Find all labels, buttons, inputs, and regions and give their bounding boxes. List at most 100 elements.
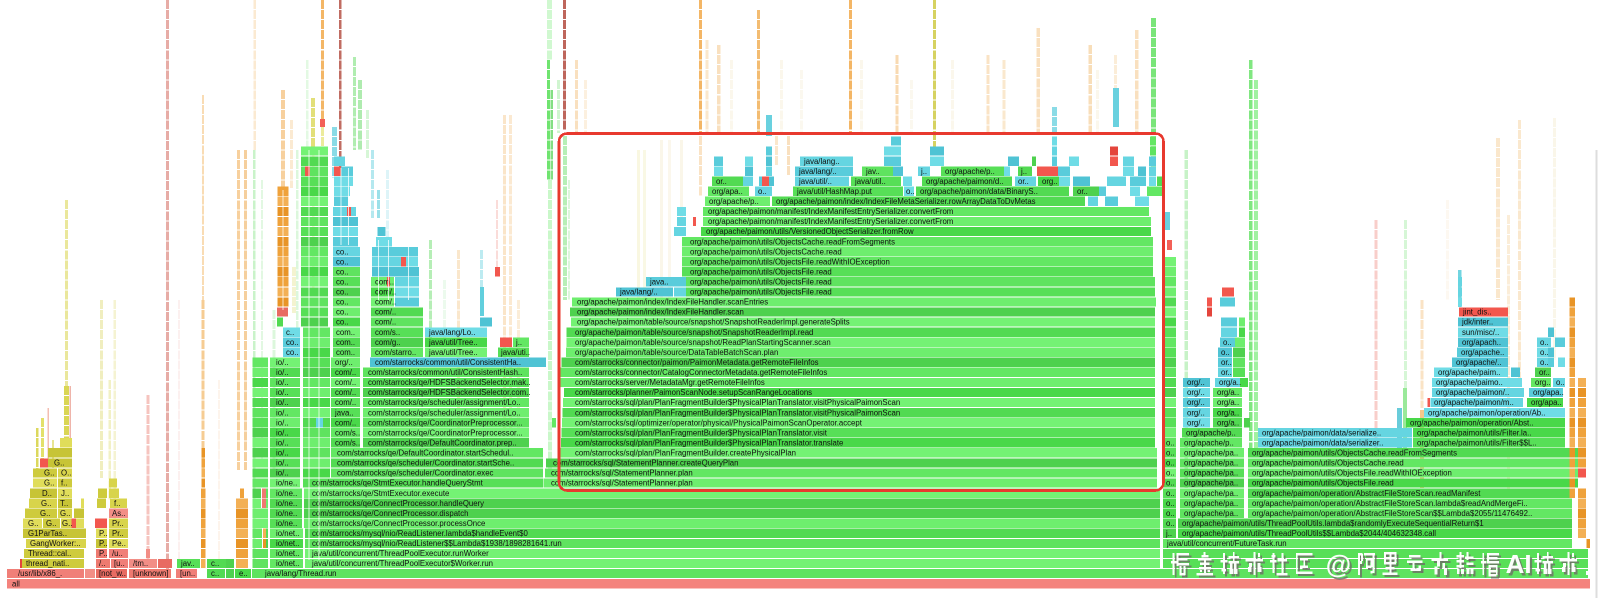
svg-text:org/apache/pa..: org/apache/pa..	[1184, 479, 1238, 488]
svg-text:io/..: io/..	[276, 428, 289, 437]
svg-text:org/apache/paim..: org/apache/paim..	[1438, 368, 1500, 377]
svg-text:java/util/concurrent/ThreadPoo: java/util/concurrent/ThreadPoolExecutor.…	[311, 549, 489, 558]
svg-text:com/starrocks/connector/paimon: com/starrocks/connector/paimon/PaimonMet…	[575, 358, 819, 367]
svg-text:java/util/..: java/util/..	[798, 177, 832, 186]
svg-text:/tm..: /tm..	[133, 559, 148, 568]
svg-text:com/g..: com/g..	[375, 338, 401, 347]
svg-text:org/apache/paimon/operation/Ab: org/apache/paimon/operation/AbstractFile…	[1252, 489, 1481, 498]
svg-text:io/ne..: io/ne..	[276, 499, 297, 508]
svg-text:org/a..: org/a..	[1217, 388, 1239, 397]
svg-text:com/starrocks/qe/scheduler/Coo: com/starrocks/qe/scheduler/Coordinator.e…	[337, 469, 494, 478]
svg-text:java/lang/Thread.run: java/lang/Thread.run	[264, 569, 337, 578]
svg-text:GangWorker:..: GangWorker:..	[30, 539, 81, 548]
svg-text:org/apach..: org/apach..	[1462, 338, 1501, 347]
svg-text:Pe..: Pe..	[112, 539, 126, 548]
svg-text:j..: j..	[1020, 167, 1027, 176]
svg-text:org/apache/paimon/operation/Ab: org/apache/paimon/operation/Abst..	[1410, 418, 1534, 427]
svg-text:jav..: jav..	[180, 559, 195, 568]
svg-text:org/apa..: org/apa..	[712, 187, 743, 196]
svg-text:co..: co..	[336, 298, 349, 307]
svg-text:java/lang..: java/lang..	[803, 157, 840, 166]
svg-text:co..: co..	[336, 257, 349, 266]
svg-text:org/apache/pa..: org/apache/pa..	[1184, 489, 1238, 498]
svg-text:org/a..: org/a..	[1217, 408, 1239, 417]
svg-text:As..: As..	[112, 509, 125, 518]
svg-text:D..: D..	[42, 489, 52, 498]
svg-text:o..: o..	[1166, 519, 1175, 528]
svg-text:org/apache/paimon/utils/Filter: org/apache/paimon/utils/Filter.la..	[1417, 428, 1531, 437]
svg-text:org/a..: org/a..	[1217, 418, 1239, 427]
svg-text:AI: AI	[1508, 551, 1534, 581]
svg-text:co..: co..	[336, 267, 349, 276]
svg-text:com/starrocks/qe/scheduler/ass: com/starrocks/qe/scheduler/assignment/Lo…	[368, 398, 521, 407]
svg-text:sun/misc/..: sun/misc/..	[1462, 328, 1499, 337]
svg-text:G..: G..	[40, 509, 50, 518]
svg-text:G..: G..	[44, 479, 54, 488]
svg-text:all: all	[12, 579, 20, 588]
svg-text:com/starrocks/common/util/Cons: com/starrocks/common/util/ConsistentHa..	[375, 358, 521, 367]
svg-text:com/starrocks/sql/plan/PlanFra: com/starrocks/sql/plan/PlanFragmentBuild…	[575, 428, 828, 437]
svg-text:P..: P..	[99, 529, 108, 538]
svg-text:co..: co..	[286, 348, 299, 357]
svg-text:io/..: io/..	[276, 398, 289, 407]
svg-text:co..: co..	[336, 247, 349, 256]
svg-text:G..: G..	[44, 469, 54, 478]
svg-text:org/apache/paimon/m..: org/apache/paimon/m..	[1434, 398, 1514, 407]
svg-text:org/apache/paimon/table/source: org/apache/paimon/table/source/snapshot/…	[575, 338, 831, 347]
svg-text:com/starrocks/sql/plan/PlanFra: com/starrocks/sql/plan/PlanFragmentBuild…	[575, 408, 900, 417]
svg-text:com/starrocks/sql/StatementPla: com/starrocks/sql/StatementPlanner.plan	[551, 479, 693, 488]
svg-text:org/apa..: org/apa..	[1531, 398, 1562, 407]
svg-text:org/apache/..: org/apache/..	[1456, 358, 1502, 367]
svg-text:P..: P..	[99, 549, 108, 558]
svg-text:org/apache/paimon/utils/Thread: org/apache/paimon/utils/ThreadPoolUtils.…	[1182, 519, 1484, 528]
svg-text:org/apache/paimon/index/IndexF: org/apache/paimon/index/IndexFileHandler…	[577, 298, 768, 307]
svg-text:org/apache/p..: org/apache/p..	[1186, 428, 1236, 437]
svg-text:java/util/Tree..: java/util/Tree..	[428, 338, 478, 347]
svg-text:org/a..: org/a..	[1217, 398, 1239, 407]
svg-text:com/starrocks/qe/HDFSBackendSe: com/starrocks/qe/HDFSBackendSelector.com…	[368, 388, 531, 397]
svg-text:java/lang/..: java/lang/..	[798, 167, 837, 176]
svg-text:java/uti..: java/uti..	[500, 348, 530, 357]
svg-text:G..: G..	[28, 519, 38, 528]
svg-text:jint_dis..: jint_dis..	[1462, 308, 1492, 317]
svg-text:o..: o..	[1221, 348, 1230, 357]
svg-text:com/..: com/..	[375, 298, 396, 307]
svg-text:org/apache/paimon/table/source: org/apache/paimon/table/source/DataTable…	[575, 348, 778, 357]
svg-text:io/net..: io/net..	[276, 539, 299, 548]
svg-text:com/starrocks/sql/StatementPla: com/starrocks/sql/StatementPlanner.creat…	[553, 459, 738, 468]
svg-text:org/apache/paimon/utils/Thread: org/apache/paimon/utils/ThreadPoolUtils$…	[1182, 529, 1436, 538]
svg-text:org/apache/paimon/d..: org/apache/paimon/d..	[926, 177, 1004, 186]
svg-text:o..: o..	[1540, 358, 1549, 367]
svg-text:co..: co..	[336, 308, 349, 317]
svg-text:org/apache/paimo..: org/apache/paimo..	[1436, 378, 1503, 387]
svg-text:org/apache/paimon/index/IndexF: org/apache/paimon/index/IndexFileMetaSer…	[776, 197, 1036, 206]
svg-text:org/apache/paimon/utils/Object: org/apache/paimon/utils/ObjectsCache.rea…	[1252, 449, 1457, 458]
svg-text:io/..: io/..	[276, 418, 289, 427]
svg-text:o..: o..	[1556, 378, 1565, 387]
svg-text:java..: java..	[649, 278, 669, 287]
svg-text:co..: co..	[336, 318, 349, 327]
svg-text:org/apache/paimon/utils/Versio: org/apache/paimon/utils/VersionedObjectS…	[706, 227, 914, 236]
svg-text:o..: o..	[1540, 338, 1549, 347]
svg-text:com..: com..	[336, 348, 355, 357]
svg-text:[u..: [u..	[114, 559, 125, 568]
svg-text:com/starrocks/sql/plan/PlanFra: com/starrocks/sql/plan/PlanFragmentBuild…	[575, 449, 796, 458]
svg-text:org/apache/paimon/table/source: org/apache/paimon/table/source/snapshot/…	[575, 328, 813, 337]
svg-text:o..: o..	[1166, 479, 1175, 488]
svg-text:G..: G..	[54, 459, 64, 468]
svg-text:org/apache/pa..: org/apache/pa..	[1184, 499, 1238, 508]
svg-text:com/s..: com/s..	[335, 428, 360, 437]
svg-text:org..: org..	[1535, 378, 1551, 387]
svg-text:o..: o..	[758, 187, 767, 196]
svg-text:T..: T..	[60, 499, 68, 508]
svg-text:org/apache/paimon/index/IndexF: org/apache/paimon/index/IndexFileHandler…	[577, 308, 744, 317]
svg-text:com/starrocks/qe/CoordinatorPr: com/starrocks/qe/CoordinatorPreprocessor…	[368, 418, 523, 427]
svg-text:org/..: org/..	[1187, 408, 1205, 417]
svg-text:org/apache/paimon/operation/Ab: org/apache/paimon/operation/Ab..	[1428, 408, 1545, 417]
svg-text:java/util/HashMap.put: java/util/HashMap.put	[796, 187, 873, 196]
svg-text:com/starrocks/qe/StmtExecutor.: com/starrocks/qe/StmtExecutor.execute	[312, 489, 449, 498]
svg-text:org/..: org/..	[1187, 418, 1205, 427]
svg-text:org/apache/paimon/utils/Object: org/apache/paimon/utils/ObjectsFile.read…	[690, 257, 890, 266]
svg-text:com..: com..	[336, 338, 355, 347]
svg-text:com/starrocks/mysql/nio/ReadLi: com/starrocks/mysql/nio/ReadListener.lam…	[312, 529, 528, 538]
